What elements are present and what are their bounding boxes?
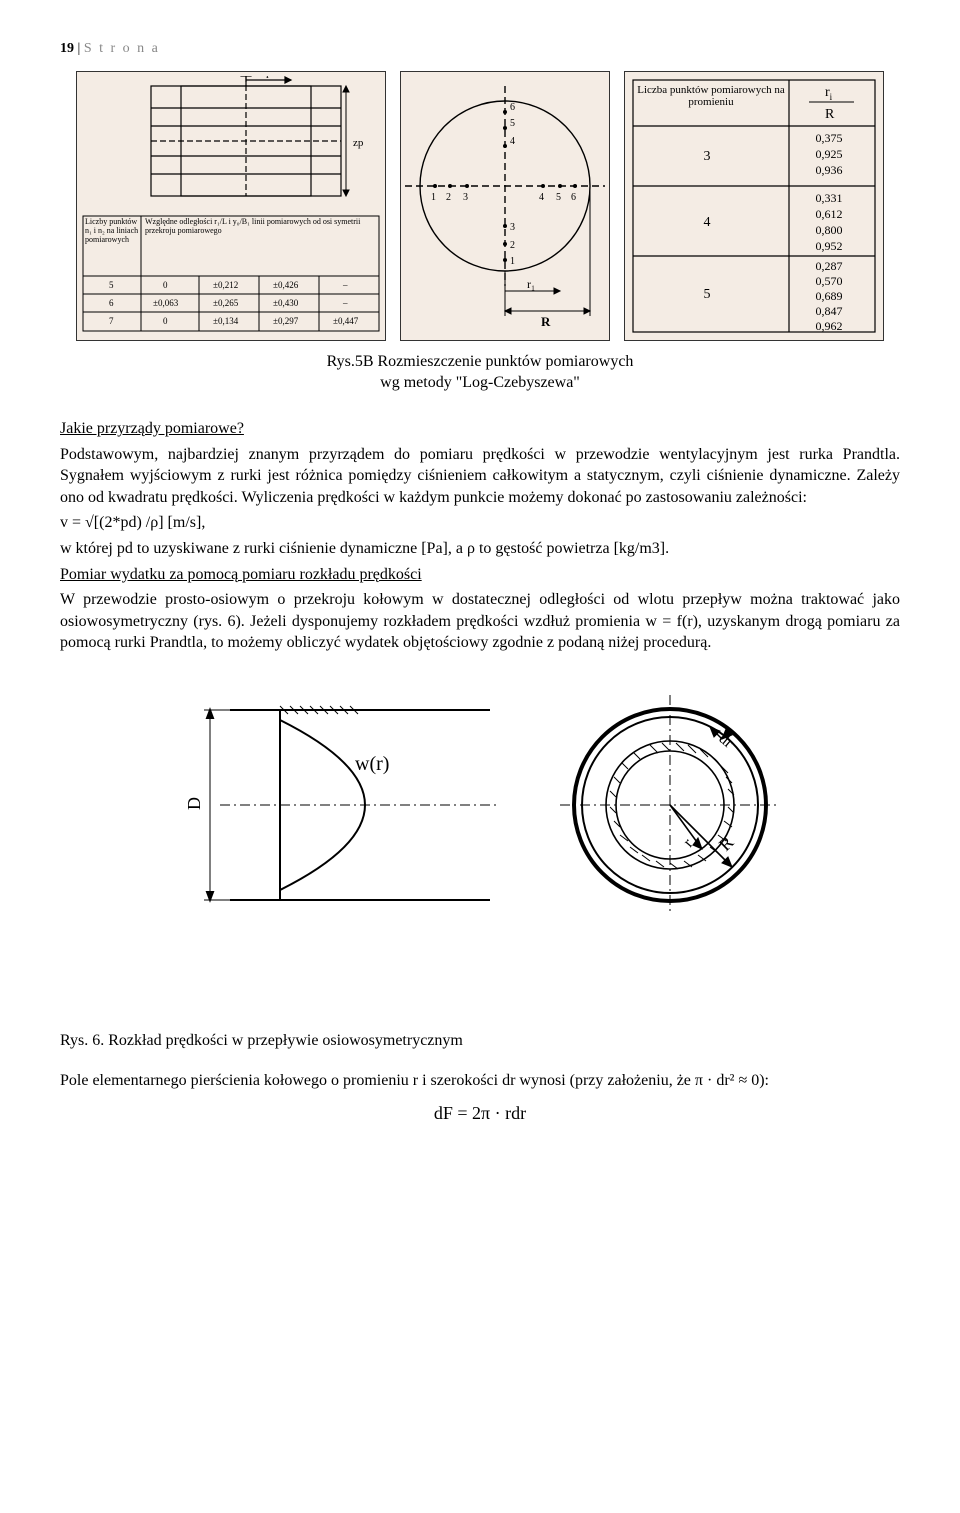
tbl-cell: 0,847 bbox=[816, 304, 843, 318]
tbl-cell: 0,331 bbox=[816, 191, 843, 205]
tbl-cell: 0,375 bbox=[816, 131, 843, 145]
fig5b-mid-svg: 6 5 4 1 2 3 4 5 6 3 2 1 bbox=[405, 76, 605, 336]
pt-label: 2 bbox=[510, 240, 515, 251]
fig6-caption: Rys. 6. Rozkład prędkości w przepływie o… bbox=[60, 1030, 900, 1052]
tbl-cell: 0,962 bbox=[816, 319, 843, 333]
tbl-cell: 0,936 bbox=[816, 163, 843, 177]
tbl-cell: ±0,265 bbox=[213, 298, 239, 308]
fig6-wr-label: w(r) bbox=[355, 753, 389, 775]
fig5b-mid-R: R bbox=[541, 314, 551, 329]
section-title-1: Jakie przyrządy pomiarowe? bbox=[60, 420, 244, 437]
tbl-cell: 0,689 bbox=[816, 289, 843, 303]
tbl-cell: 0,952 bbox=[816, 239, 843, 253]
page-header: 19 | S t r o n a bbox=[60, 40, 900, 59]
fig5b-caption-line2: wg metody "Log-Czebyszewa" bbox=[186, 372, 774, 394]
pt-label: 4 bbox=[539, 192, 544, 203]
fig5b-right-n: 5 bbox=[704, 287, 711, 302]
fig5b-left-r-label: r bbox=[266, 76, 270, 81]
fig6-svg: D w(r) bbox=[130, 680, 830, 940]
tbl-cell: 0 bbox=[163, 280, 168, 290]
pt-label: 2 bbox=[446, 192, 451, 203]
tbl-row-label: 6 bbox=[109, 298, 114, 308]
tbl-row-label: 5 bbox=[109, 280, 114, 290]
section-title-2: Pomiar wydatku za pomocą pomiaru rozkład… bbox=[60, 566, 422, 583]
tbl-cell: ±0,134 bbox=[213, 316, 239, 326]
fig5b-right-n: 4 bbox=[704, 215, 711, 230]
tbl-cell: ±0,426 bbox=[273, 280, 299, 290]
pt-label: 1 bbox=[431, 192, 436, 203]
page-sep: | bbox=[74, 41, 84, 56]
formula-1: v = √[(2*pd) /ρ] [m/s], bbox=[60, 512, 900, 534]
page-number: 19 bbox=[60, 41, 74, 56]
fig5b-left-th2: Względne odległości r₁/L i y₀/B₁ linii p… bbox=[145, 218, 375, 236]
fig5b-right-n: 3 bbox=[704, 149, 711, 164]
fig5b-caption-line1: Rys.5B Rozmieszczenie punktów pomiarowyc… bbox=[186, 351, 774, 373]
fig5b-right-svg: Liczba punktów pomiarowych na promieniu … bbox=[629, 76, 879, 336]
fig5b-right-panel: Liczba punktów pomiarowych na promieniu … bbox=[624, 71, 884, 341]
fig5b-mid-panel: 6 5 4 1 2 3 4 5 6 3 2 1 bbox=[400, 71, 610, 341]
tbl-cell: – bbox=[342, 298, 348, 308]
page-word: S t r o n a bbox=[84, 41, 160, 56]
pt-label: 3 bbox=[510, 222, 515, 233]
tbl-cell: 0,287 bbox=[816, 259, 843, 273]
tbl-cell: ±0,212 bbox=[213, 280, 238, 290]
para-2: W przewodzie prosto-osiowym o przekroju … bbox=[60, 589, 900, 654]
pt-label: 5 bbox=[556, 192, 561, 203]
fig5b-caption: Rys.5B Rozmieszczenie punktów pomiarowyc… bbox=[186, 351, 774, 394]
tail-eq: dF = 2π · rdr bbox=[60, 1101, 900, 1125]
fig5b-left-th1: Liczby punktów n₁ i n₂ na liniach pomiar… bbox=[85, 218, 139, 244]
tbl-cell: ±0,063 bbox=[153, 298, 179, 308]
tail-para-text: Pole elementarnego pierścienia kołowego … bbox=[60, 1072, 695, 1089]
pt-label: 3 bbox=[463, 192, 468, 203]
tail-para: Pole elementarnego pierścienia kołowego … bbox=[60, 1070, 900, 1092]
figure-6: D w(r) bbox=[60, 680, 900, 940]
tbl-cell: 0,925 bbox=[816, 147, 843, 161]
tbl-cell: 0,800 bbox=[816, 223, 843, 237]
para-1b: w której pd to uzyskiwane z rurki ciśnie… bbox=[60, 538, 900, 560]
fig6-D-label: D bbox=[184, 797, 204, 810]
tbl-cell: – bbox=[342, 280, 348, 290]
tbl-cell: ±0,297 bbox=[273, 316, 299, 326]
fig5b-right-hdr-den: R bbox=[825, 107, 835, 122]
tbl-cell: 0,570 bbox=[816, 274, 843, 288]
fig5b-mid-r1: r₁ bbox=[527, 277, 535, 291]
tbl-row-label: 7 bbox=[109, 316, 114, 326]
pt-label: 5 bbox=[510, 118, 515, 129]
figure-5b-panels: r zp bbox=[60, 71, 900, 341]
pt-label: 4 bbox=[510, 136, 515, 147]
tbl-cell: 0 bbox=[163, 316, 168, 326]
fig5b-left-svg: r zp bbox=[81, 76, 381, 336]
pt-label: 1 bbox=[510, 256, 515, 267]
fig5b-left-zp-label: zp bbox=[353, 137, 364, 149]
figure-5b: r zp bbox=[60, 71, 900, 394]
pt-label: 6 bbox=[510, 102, 515, 113]
tbl-cell: 0,612 bbox=[816, 207, 843, 221]
tail-para-end: ): bbox=[759, 1072, 769, 1089]
tail-inline-eq: π · dr² ≈ 0 bbox=[695, 1072, 759, 1089]
tbl-cell: ±0,430 bbox=[273, 298, 299, 308]
pt-label: 6 bbox=[571, 192, 576, 203]
para-1: Podstawowym, najbardziej znanym przyrząd… bbox=[60, 444, 900, 509]
fig5b-right-header-left: Liczba punktów pomiarowych na promieniu bbox=[637, 84, 785, 108]
tbl-cell: ±0,447 bbox=[333, 316, 359, 326]
fig5b-left-panel: r zp bbox=[76, 71, 386, 341]
